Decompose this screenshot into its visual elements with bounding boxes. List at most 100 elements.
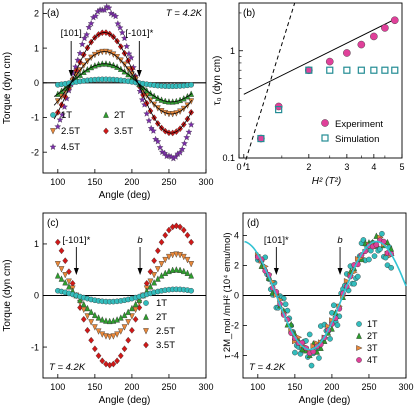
data-point xyxy=(62,279,69,286)
data-point xyxy=(169,266,176,273)
legend-marker xyxy=(143,328,149,335)
data-point xyxy=(180,267,187,275)
fit-curve xyxy=(53,51,193,115)
data-point xyxy=(334,322,341,328)
y-tick-label: 1 xyxy=(230,46,235,56)
data-point xyxy=(66,283,72,290)
data-point xyxy=(76,49,84,57)
data-point xyxy=(80,315,87,323)
data-point xyxy=(128,304,135,312)
data-point xyxy=(147,283,154,290)
panel-label: (d) xyxy=(247,218,259,229)
data-point xyxy=(184,231,191,239)
data-point xyxy=(54,238,61,246)
legend-label: 3.5T xyxy=(156,340,175,351)
data-point xyxy=(114,331,121,338)
data-point xyxy=(117,328,124,335)
panel-b: 0 1 2 3 4 50.11(b)H² (T²)τ₀ (dyn cm)Experimen… xyxy=(212,2,405,187)
data-point xyxy=(188,82,194,88)
direction-arrowhead xyxy=(136,70,142,77)
data-point xyxy=(187,121,195,128)
x-tick-label: 2 xyxy=(306,162,311,172)
data-point xyxy=(154,247,161,255)
data-point xyxy=(106,333,113,341)
data-point xyxy=(62,257,69,265)
data-point xyxy=(381,24,389,32)
data-point xyxy=(351,280,357,287)
legend-marker xyxy=(356,345,363,351)
data-point xyxy=(176,149,184,156)
data-point xyxy=(84,326,91,334)
data-point xyxy=(147,278,154,285)
legend-marker xyxy=(356,332,362,339)
x-axis-label: Angle (deg) xyxy=(299,395,351,406)
x-axis-label: Angle (deg) xyxy=(99,395,151,406)
data-point xyxy=(92,12,100,19)
legend-item: 3.5T xyxy=(143,340,175,351)
data-point xyxy=(381,66,389,74)
data-point xyxy=(184,269,191,276)
x-tick-label: 150 xyxy=(87,177,102,187)
legend-label: 3.5T xyxy=(114,126,133,137)
data-point xyxy=(172,153,180,160)
legend-marker xyxy=(321,134,329,142)
legend-item: 2T xyxy=(143,312,167,323)
data-point xyxy=(121,311,128,319)
data-point xyxy=(292,349,298,356)
data-point xyxy=(125,336,132,344)
dashed-fit-line xyxy=(243,2,296,167)
data-point xyxy=(154,266,161,273)
data-point xyxy=(343,278,351,284)
data-point xyxy=(83,31,91,38)
series-1T xyxy=(55,286,194,305)
data-point xyxy=(99,357,106,365)
legend-item: 3T xyxy=(356,343,378,353)
legend-label: 1T xyxy=(61,110,72,121)
x-tick-label: 100 xyxy=(250,382,265,392)
direction-arrowhead xyxy=(73,268,79,275)
y-tick-label: 0.1 xyxy=(222,153,235,163)
legend-item: 4T xyxy=(356,355,378,365)
direction-arrowhead xyxy=(137,268,143,275)
data-point xyxy=(95,314,102,321)
data-point xyxy=(326,66,334,74)
series-1T xyxy=(55,76,194,90)
y-tick-label: -4 xyxy=(231,351,239,361)
legend-marker xyxy=(143,313,149,320)
data-point xyxy=(371,253,378,259)
data-point xyxy=(99,316,106,323)
y-tick-label: 4 xyxy=(234,231,239,241)
y-tick-label: 2 xyxy=(34,9,39,19)
x-tick-label: 150 xyxy=(287,382,302,392)
data-point xyxy=(316,355,322,361)
data-point xyxy=(325,57,334,66)
panel-c: 100 150 200 250 300 -1 0 1 (c) T = 4.2K Angle (deg… xyxy=(2,212,214,406)
data-point xyxy=(370,32,378,41)
x-tick-label: 3 xyxy=(344,162,349,172)
data-point xyxy=(327,336,333,342)
direction-label: [-101]* xyxy=(125,28,153,39)
data-point xyxy=(166,226,172,234)
legend-marker xyxy=(143,300,149,306)
data-point xyxy=(129,326,135,334)
data-point xyxy=(151,279,158,286)
x-tick-label: 300 xyxy=(198,382,213,392)
y-tick-label: 1 xyxy=(34,239,39,249)
legend-item: 3.5T xyxy=(103,126,133,137)
data-point xyxy=(169,252,176,259)
data-point xyxy=(177,223,183,231)
legend: 1T 2T 2.5T 3.5T xyxy=(143,298,175,351)
data-point xyxy=(288,320,295,328)
fit-curve xyxy=(53,63,193,103)
panel-a: 100 150 200 250 300 -2 -1 0 1 2 (a) T = 4.2K Angle (… xyxy=(2,2,214,201)
data-point xyxy=(125,308,132,315)
x-tick-label: 150 xyxy=(87,382,102,392)
data-point xyxy=(128,313,135,320)
data-point xyxy=(54,272,61,279)
legend-item: Experiment xyxy=(321,119,383,130)
data-point xyxy=(121,324,128,331)
data-point xyxy=(161,149,168,157)
legend-marker xyxy=(356,321,362,327)
data-point xyxy=(177,266,183,273)
data-point xyxy=(132,315,139,323)
